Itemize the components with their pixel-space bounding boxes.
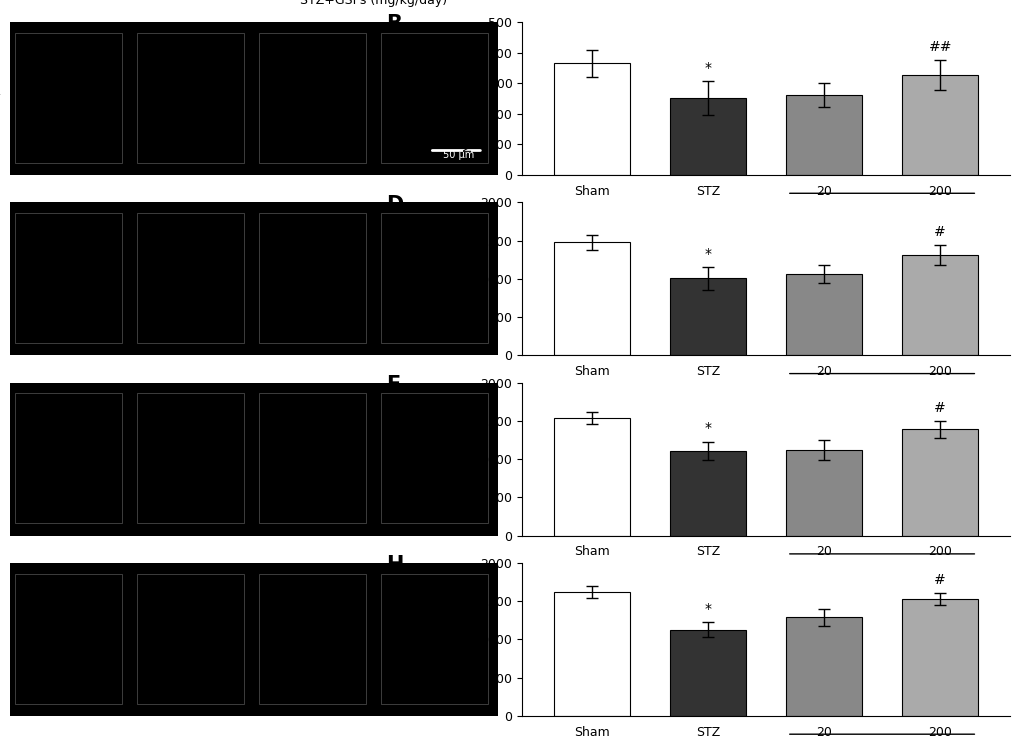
Bar	[380, 393, 487, 523]
Text: D: D	[385, 195, 403, 215]
Bar	[380, 32, 487, 162]
Text: STZ+GSPs (mg/kg/day): STZ+GSPs (mg/kg/day)	[816, 566, 947, 576]
Bar	[15, 213, 122, 343]
Text: ##: ##	[927, 40, 951, 54]
Text: STZ+GSPs (mg/kg/day): STZ+GSPs (mg/kg/day)	[300, 0, 446, 7]
Text: H: H	[385, 556, 403, 576]
Bar	[259, 573, 366, 703]
Bar	[15, 393, 122, 523]
Y-axis label: Number  of  NeuN⁺
cells per  mm²: Number of NeuN⁺ cells per mm²	[464, 46, 485, 152]
Text: F: F	[385, 375, 399, 395]
Text: STZ+GSPs (mg/kg/day): STZ+GSPs (mg/kg/day)	[816, 205, 947, 215]
Text: 50 μm: 50 μm	[442, 150, 474, 159]
Text: *: *	[704, 246, 710, 261]
Text: STZ+GSPs (mg/kg/day): STZ+GSPs (mg/kg/day)	[816, 386, 947, 396]
Bar	[137, 573, 244, 703]
Bar	[786, 450, 861, 536]
Text: #: #	[933, 573, 945, 587]
Y-axis label: Number  of  NeuN⁺
cells per  mm²: Number of NeuN⁺ cells per mm²	[455, 226, 477, 332]
Bar	[669, 98, 745, 175]
Bar	[15, 573, 122, 703]
Bar	[553, 242, 629, 355]
Y-axis label: Number  of  NeuN⁺
cells per  mm²: Number of NeuN⁺ cells per mm²	[455, 406, 477, 512]
Bar	[902, 75, 977, 175]
Y-axis label: Number  of  NeuN⁺
cells per  mm²: Number of NeuN⁺ cells per mm²	[455, 586, 477, 692]
Bar	[137, 393, 244, 523]
Bar	[553, 63, 629, 175]
Bar	[137, 213, 244, 343]
Bar	[380, 213, 487, 343]
Bar	[669, 278, 745, 355]
Bar	[259, 393, 366, 523]
Text: *: *	[704, 421, 710, 435]
Bar	[902, 430, 977, 536]
Text: #: #	[933, 401, 945, 415]
Text: *: *	[704, 61, 710, 75]
Text: B: B	[385, 15, 401, 35]
Bar	[786, 275, 861, 355]
Bar	[669, 451, 745, 536]
Bar	[553, 592, 629, 716]
Text: #: #	[933, 225, 945, 238]
Bar	[902, 255, 977, 355]
Text: *: *	[704, 601, 710, 615]
Bar	[259, 32, 366, 162]
Bar	[553, 418, 629, 536]
Bar	[669, 630, 745, 716]
Bar	[380, 573, 487, 703]
Bar	[137, 32, 244, 162]
Bar	[902, 599, 977, 716]
Bar	[259, 213, 366, 343]
Bar	[15, 32, 122, 162]
Bar	[786, 617, 861, 716]
Bar	[786, 95, 861, 175]
